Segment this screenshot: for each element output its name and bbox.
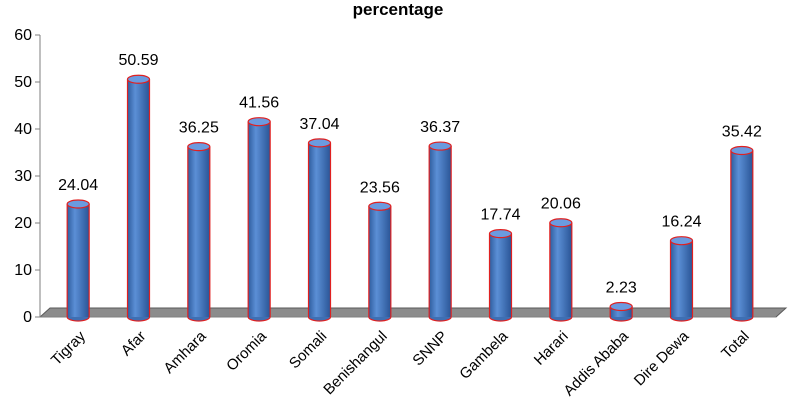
bar-cap xyxy=(669,236,694,246)
bar-cap xyxy=(488,229,513,239)
x-tick-label: Addis Ababa xyxy=(560,327,632,399)
y-tick-label: 50 xyxy=(14,74,32,91)
bar-base-edge xyxy=(428,316,452,322)
data-label: 20.06 xyxy=(541,196,581,213)
chart-title: percentage xyxy=(352,0,444,19)
bar-cap xyxy=(126,74,151,84)
bar-cap xyxy=(66,199,90,209)
x-tick-label: Afar xyxy=(118,328,149,359)
x-tick-label: Oromia xyxy=(223,327,270,374)
y-tick-label: 0 xyxy=(23,309,32,326)
bar-body xyxy=(730,150,753,317)
x-tick-label: Harari xyxy=(531,328,572,369)
data-label: 16.24 xyxy=(661,214,701,231)
data-label: 36.25 xyxy=(179,120,219,137)
data-label: 17.74 xyxy=(480,207,520,224)
bar-body xyxy=(429,146,452,317)
x-tick-label: Benishangul xyxy=(320,328,390,398)
bar-cap xyxy=(730,145,754,156)
bar-body xyxy=(670,240,693,317)
data-label: 37.04 xyxy=(299,116,339,133)
bar-body xyxy=(489,233,512,317)
bar-base-edge xyxy=(488,316,513,322)
bar-cap xyxy=(428,141,452,151)
bar-body xyxy=(368,206,391,317)
bar xyxy=(187,142,211,322)
y-tick-label: 10 xyxy=(14,262,32,279)
x-tick-label: Tigray xyxy=(48,327,89,368)
bar-body xyxy=(308,142,331,317)
bar-cap xyxy=(609,301,633,312)
bar-base-edge xyxy=(609,316,633,322)
bar-body xyxy=(187,146,210,317)
data-label: 2.23 xyxy=(606,280,637,297)
bar-base-edge xyxy=(730,316,754,322)
bar xyxy=(669,236,694,322)
bar-base-edge xyxy=(669,316,694,322)
bar-body xyxy=(248,121,271,317)
data-label: 41.56 xyxy=(239,95,279,112)
bar xyxy=(307,138,332,322)
bar xyxy=(428,141,452,322)
bar-cap xyxy=(307,138,332,148)
bar xyxy=(730,145,754,322)
bar xyxy=(66,199,90,322)
bar-body xyxy=(67,204,90,317)
bar xyxy=(488,229,513,322)
bar-cap xyxy=(549,218,573,228)
bar-base-edge xyxy=(307,316,332,322)
bar xyxy=(549,218,573,322)
x-tick-label: Gambela xyxy=(456,327,512,383)
bar-base-edge xyxy=(247,316,271,322)
data-label: 23.56 xyxy=(360,179,400,196)
bar-base-edge xyxy=(66,316,90,322)
bar-base-edge xyxy=(126,316,151,322)
x-tick-label: SNNP xyxy=(409,328,450,369)
data-label: 24.04 xyxy=(58,177,98,194)
bar-base-edge xyxy=(368,316,392,322)
bar-base-edge xyxy=(549,316,573,322)
y-tick-label: 30 xyxy=(14,168,32,185)
data-label: 50.59 xyxy=(118,52,158,69)
bar-body xyxy=(127,79,150,318)
bar-cap xyxy=(247,117,271,127)
data-label: 35.42 xyxy=(722,124,762,141)
x-tick-label: Dire Dewa xyxy=(631,327,693,389)
data-label: 36.37 xyxy=(420,119,460,136)
bar xyxy=(609,301,633,322)
bar-body xyxy=(549,222,572,317)
bar-cap xyxy=(368,201,392,211)
bar-body xyxy=(610,306,633,317)
x-tick-label: Total xyxy=(718,328,752,362)
bar-base-edge xyxy=(187,316,211,322)
bar xyxy=(247,117,271,322)
bar xyxy=(126,74,151,322)
y-tick-label: 60 xyxy=(14,27,32,44)
y-tick-label: 40 xyxy=(14,121,32,138)
bar xyxy=(368,201,392,322)
bar-cap xyxy=(187,142,211,152)
y-tick-label: 20 xyxy=(14,215,32,232)
x-tick-label: Amhara xyxy=(160,327,210,377)
x-tick-label: Somali xyxy=(286,328,330,372)
